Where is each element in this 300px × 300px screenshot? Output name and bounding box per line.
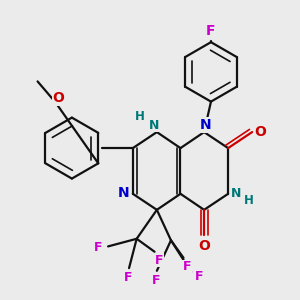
Text: F: F bbox=[183, 260, 192, 274]
Text: O: O bbox=[255, 125, 266, 139]
Text: H: H bbox=[244, 194, 254, 207]
Text: F: F bbox=[155, 254, 164, 267]
Text: F: F bbox=[152, 274, 160, 287]
Text: N: N bbox=[118, 186, 130, 200]
Text: N: N bbox=[200, 118, 212, 132]
Text: N: N bbox=[148, 119, 159, 132]
Text: H: H bbox=[135, 110, 145, 123]
Text: F: F bbox=[195, 270, 204, 283]
Text: F: F bbox=[94, 241, 103, 254]
Text: F: F bbox=[206, 25, 216, 38]
Text: O: O bbox=[52, 91, 64, 105]
Text: N: N bbox=[231, 187, 242, 200]
Text: O: O bbox=[198, 238, 210, 253]
Text: F: F bbox=[124, 271, 133, 284]
